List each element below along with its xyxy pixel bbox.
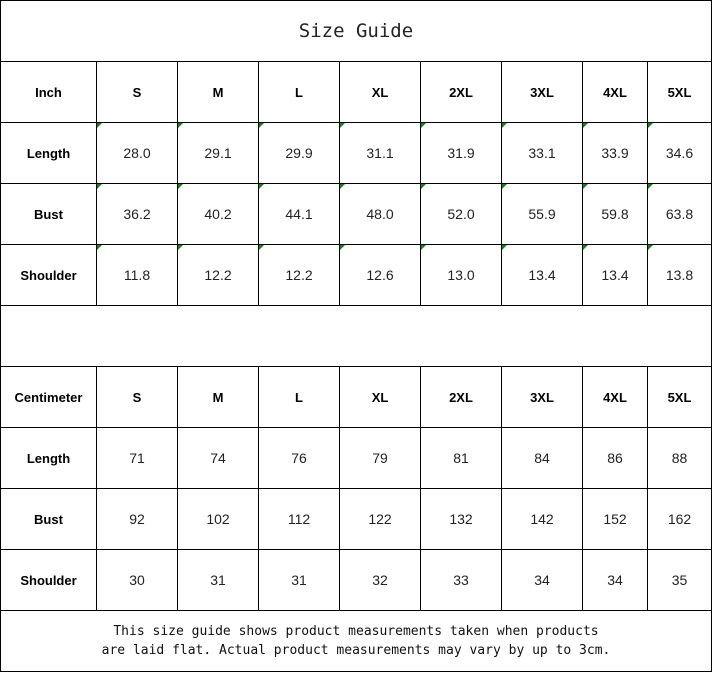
measurement-value: 30 bbox=[96, 549, 178, 611]
measurement-value: 142 bbox=[501, 488, 583, 550]
spacer-cell bbox=[0, 305, 712, 367]
measurement-value: 86 bbox=[582, 427, 648, 489]
measurement-value: 84 bbox=[501, 427, 583, 489]
measurement-value: 59.8 bbox=[582, 183, 648, 245]
size-header-xl: XL bbox=[339, 366, 421, 428]
header-row: Centimeter S M L XL 2XL 3XL 4XL 5XL bbox=[0, 366, 712, 428]
table-row: Bust 36.2 40.2 44.1 48.0 52.0 55.9 59.8 63.8 bbox=[0, 183, 712, 245]
measurement-value: 112 bbox=[258, 488, 340, 550]
measurement-value: 31.1 bbox=[339, 122, 421, 184]
measurement-value: 162 bbox=[647, 488, 712, 550]
measurement-value: 34 bbox=[582, 549, 648, 611]
table-row: Shoulder 11.8 12.2 12.2 12.6 13.0 13.4 13.4 13.8 bbox=[0, 244, 712, 306]
measurement-value: 29.9 bbox=[258, 122, 340, 184]
measurement-value: 11.8 bbox=[96, 244, 178, 306]
measurement-value: 132 bbox=[420, 488, 502, 550]
measurement-value: 32 bbox=[339, 549, 421, 611]
measurement-value: 92 bbox=[96, 488, 178, 550]
measurement-value: 28.0 bbox=[96, 122, 178, 184]
title-row: Size Guide bbox=[0, 0, 712, 62]
size-header-3xl: 3XL bbox=[501, 366, 583, 428]
unit-label: Inch bbox=[0, 61, 97, 123]
measurement-value: 88 bbox=[647, 427, 712, 489]
measurement-value: 12.2 bbox=[177, 244, 259, 306]
size-header-2xl: 2XL bbox=[420, 61, 502, 123]
size-header-5xl: 5XL bbox=[647, 61, 712, 123]
measurement-value: 44.1 bbox=[258, 183, 340, 245]
measurement-value: 13.4 bbox=[501, 244, 583, 306]
size-header-m: M bbox=[177, 61, 259, 123]
size-header-s: S bbox=[96, 61, 178, 123]
measurement-label: Bust bbox=[0, 183, 97, 245]
measurement-value: 31 bbox=[258, 549, 340, 611]
measurement-value: 13.8 bbox=[647, 244, 712, 306]
measurement-value: 36.2 bbox=[96, 183, 178, 245]
measurement-label: Shoulder bbox=[0, 549, 97, 611]
size-header-5xl: 5XL bbox=[647, 366, 712, 428]
table-row: Length 28.0 29.1 29.9 31.1 31.9 33.1 33.9 34.6 bbox=[0, 122, 712, 184]
unit-label: Centimeter bbox=[0, 366, 97, 428]
measurement-value: 40.2 bbox=[177, 183, 259, 245]
size-header-3xl: 3XL bbox=[501, 61, 583, 123]
measurement-value: 102 bbox=[177, 488, 259, 550]
measurement-value: 13.0 bbox=[420, 244, 502, 306]
size-header-2xl: 2XL bbox=[420, 366, 502, 428]
footnote-line1: This size guide shows product measuremen… bbox=[113, 624, 599, 639]
note-row: This size guide shows product measuremen… bbox=[0, 610, 712, 672]
measurement-value: 35 bbox=[647, 549, 712, 611]
measurement-value: 33 bbox=[420, 549, 502, 611]
measurement-value: 29.1 bbox=[177, 122, 259, 184]
measurement-value: 12.6 bbox=[339, 244, 421, 306]
spacer-row bbox=[0, 305, 712, 367]
measurement-label: Length bbox=[0, 122, 97, 184]
measurement-value: 74 bbox=[177, 427, 259, 489]
measurement-value: 31 bbox=[177, 549, 259, 611]
size-header-s: S bbox=[96, 366, 178, 428]
measurement-value: 33.1 bbox=[501, 122, 583, 184]
measurement-value: 13.4 bbox=[582, 244, 648, 306]
measurement-value: 34 bbox=[501, 549, 583, 611]
measurement-value: 71 bbox=[96, 427, 178, 489]
measurement-value: 33.9 bbox=[582, 122, 648, 184]
measurement-value: 76 bbox=[258, 427, 340, 489]
measurement-value: 52.0 bbox=[420, 183, 502, 245]
measurement-value: 48.0 bbox=[339, 183, 421, 245]
measurement-value: 79 bbox=[339, 427, 421, 489]
size-header-xl: XL bbox=[339, 61, 421, 123]
table-row: Shoulder 30 31 31 32 33 34 34 35 bbox=[0, 549, 712, 611]
table-row: Length 71 74 76 79 81 84 86 88 bbox=[0, 427, 712, 489]
size-header-l: L bbox=[258, 61, 340, 123]
size-header-4xl: 4XL bbox=[582, 366, 648, 428]
measurement-label: Shoulder bbox=[0, 244, 97, 306]
measurement-label: Length bbox=[0, 427, 97, 489]
measurement-value: 55.9 bbox=[501, 183, 583, 245]
measurement-value: 31.9 bbox=[420, 122, 502, 184]
measurement-value: 34.6 bbox=[647, 122, 712, 184]
size-header-l: L bbox=[258, 366, 340, 428]
header-row: Inch S M L XL 2XL 3XL 4XL 5XL bbox=[0, 61, 712, 123]
footnote-line2: are laid flat. Actual product measuremen… bbox=[101, 643, 611, 658]
measurement-value: 122 bbox=[339, 488, 421, 550]
page-title: Size Guide bbox=[0, 0, 712, 62]
measurement-value: 152 bbox=[582, 488, 648, 550]
measurement-label: Bust bbox=[0, 488, 97, 550]
measurement-value: 63.8 bbox=[647, 183, 712, 245]
table-row: Bust 92 102 112 122 132 142 152 162 bbox=[0, 488, 712, 550]
measurement-value: 81 bbox=[420, 427, 502, 489]
footnote: This size guide shows product measuremen… bbox=[0, 610, 712, 672]
size-header-m: M bbox=[177, 366, 259, 428]
measurement-value: 12.2 bbox=[258, 244, 340, 306]
size-header-4xl: 4XL bbox=[582, 61, 648, 123]
